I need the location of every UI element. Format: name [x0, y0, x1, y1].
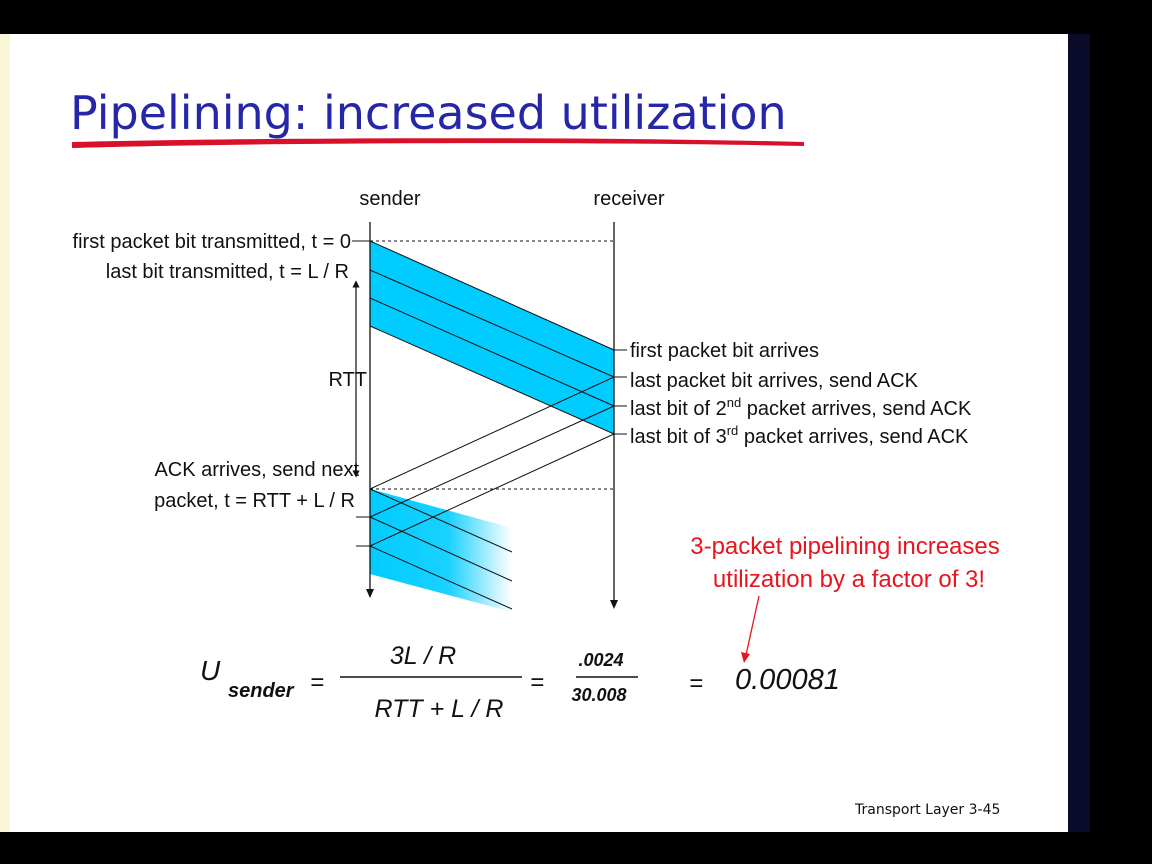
ack-arrives-label-line1: ACK arrives, send next — [154, 459, 359, 481]
equals-sign-2: = — [530, 669, 544, 696]
packet-2-end-line — [369, 297, 615, 407]
title-underline — [72, 138, 804, 148]
packet-1-end-line — [369, 269, 615, 378]
next-packets-band — [370, 489, 512, 612]
fraction-2-denominator: 30.008 — [571, 685, 626, 705]
rtt-label: RTT — [328, 369, 367, 391]
sender-label: sender — [359, 188, 420, 210]
last-arrives-label: last packet bit arrives, send ACK — [630, 370, 919, 392]
equals-sign-1: = — [310, 669, 324, 696]
right-edge-band — [1068, 34, 1090, 832]
sender-timeline-arrow — [366, 589, 374, 598]
note-pointer-arrowhead — [741, 652, 750, 663]
first-bit-label: first packet bit transmitted, t = 0 — [73, 231, 351, 253]
second-arrives-label: last bit of 2nd packet arrives, send ACK — [630, 395, 972, 420]
last-bit-label: last bit transmitted, t = L / R — [106, 261, 349, 283]
ack-arrives-label-line2: packet, t = RTT + L / R — [154, 490, 355, 512]
note-pointer-line — [745, 595, 760, 656]
ack-line-2 — [369, 405, 615, 518]
pipelining-note-line1: 3-packet pipelining increases — [690, 533, 1000, 560]
next-packet-line-3 — [369, 545, 513, 610]
ack-line-3 — [369, 433, 615, 547]
fraction-1-denominator: RTT + L / R — [375, 695, 504, 723]
slide: Pipelining: increased utilization sender… — [0, 34, 1068, 832]
next-packet-line-2 — [369, 516, 513, 582]
fraction-2-numerator: .0024 — [578, 650, 623, 670]
packet-band — [369, 240, 615, 435]
receiver-timeline-arrow — [610, 600, 618, 609]
pipelining-note-line2: utilization by a factor of 3! — [713, 566, 985, 593]
slide-title: Pipelining: increased utilization — [70, 86, 787, 140]
slide-edge-strip — [0, 34, 10, 832]
utilization-symbol: U — [200, 655, 221, 686]
next-packet-line-1 — [369, 488, 513, 553]
utilization-subscript: sender — [228, 680, 295, 702]
equals-sign-3: = — [689, 670, 703, 697]
receiver-label: receiver — [593, 188, 664, 210]
slide-footer: Transport Layer 3-45 — [855, 802, 1001, 818]
utilization-result: 0.00081 — [735, 664, 840, 696]
pipelining-diagram: sender receiver first packet bit transmi… — [72, 138, 1000, 723]
fraction-1-numerator: 3L / R — [390, 642, 456, 670]
ack-line-1 — [369, 376, 615, 490]
third-arrives-label: last bit of 3rd packet arrives, send ACK — [630, 423, 969, 448]
first-arrives-label: first packet bit arrives — [630, 340, 819, 362]
